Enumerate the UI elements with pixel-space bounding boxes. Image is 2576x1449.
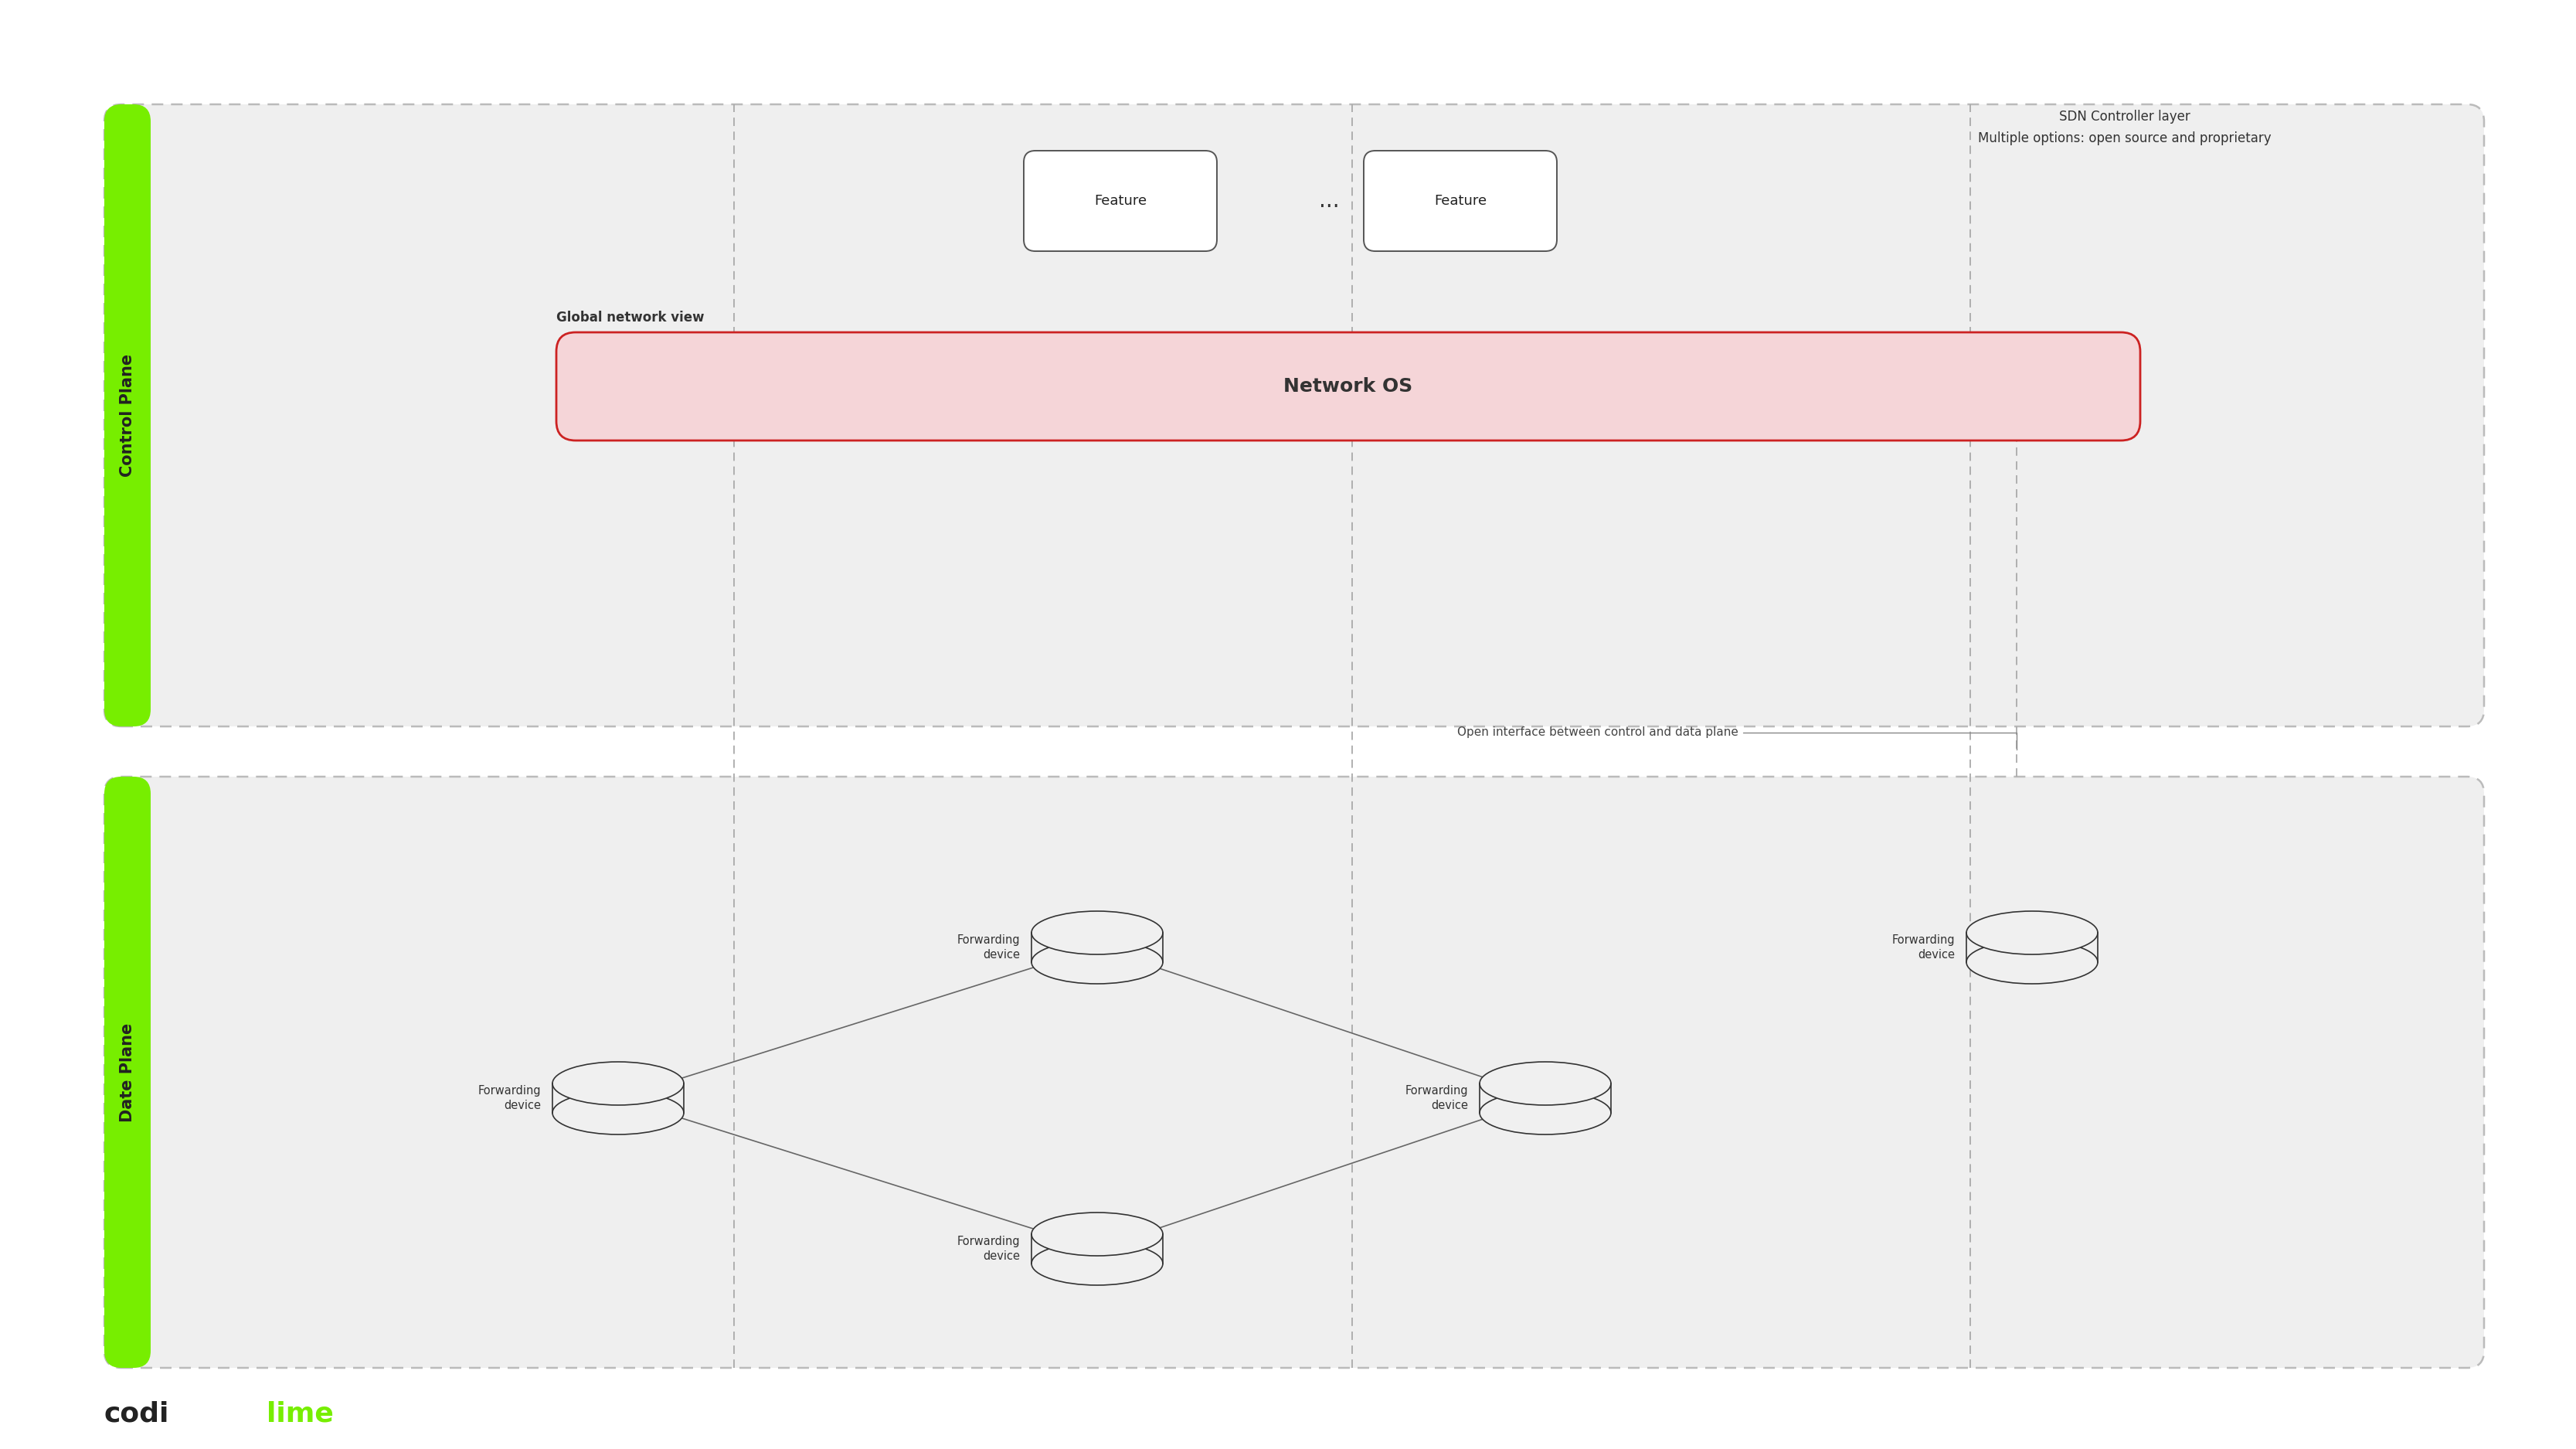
Ellipse shape — [1965, 911, 2097, 955]
FancyBboxPatch shape — [556, 332, 2141, 440]
Text: SDN Controller layer
Multiple options: open source and proprietary: SDN Controller layer Multiple options: o… — [1978, 110, 2272, 145]
Text: Open interface between control and data plane: Open interface between control and data … — [1458, 726, 2017, 749]
Text: Forwarding
device: Forwarding device — [1404, 1085, 1468, 1111]
Text: lime: lime — [265, 1401, 335, 1427]
Text: ...: ... — [1319, 190, 1340, 212]
Polygon shape — [1479, 1084, 1610, 1113]
FancyBboxPatch shape — [1023, 151, 1216, 251]
Text: Feature: Feature — [1435, 194, 1486, 207]
Text: Forwarding
device: Forwarding device — [956, 1236, 1020, 1262]
Ellipse shape — [1030, 1242, 1162, 1285]
FancyBboxPatch shape — [103, 104, 2483, 726]
FancyBboxPatch shape — [103, 777, 2483, 1368]
Ellipse shape — [1030, 1213, 1162, 1256]
Ellipse shape — [1479, 1091, 1610, 1135]
FancyBboxPatch shape — [103, 104, 149, 726]
Ellipse shape — [551, 1062, 683, 1106]
Text: Feature: Feature — [1095, 194, 1146, 207]
Text: Control Plane: Control Plane — [118, 354, 134, 477]
Ellipse shape — [551, 1091, 683, 1135]
Polygon shape — [1965, 933, 2097, 962]
Text: Forwarding
device: Forwarding device — [1891, 935, 1955, 961]
Text: codi: codi — [103, 1401, 170, 1427]
FancyBboxPatch shape — [1363, 151, 1556, 251]
Polygon shape — [1030, 1235, 1162, 1264]
FancyBboxPatch shape — [103, 777, 149, 1368]
Ellipse shape — [1030, 911, 1162, 955]
Polygon shape — [551, 1084, 683, 1113]
Text: Global network view: Global network view — [556, 310, 703, 325]
Polygon shape — [1030, 933, 1162, 962]
Ellipse shape — [1479, 1062, 1610, 1106]
Ellipse shape — [1030, 940, 1162, 984]
Ellipse shape — [1965, 940, 2097, 984]
Text: Forwarding
device: Forwarding device — [956, 935, 1020, 961]
Text: Network OS: Network OS — [1283, 377, 1412, 396]
Text: Date Plane: Date Plane — [118, 1023, 134, 1122]
Text: Forwarding
device: Forwarding device — [477, 1085, 541, 1111]
